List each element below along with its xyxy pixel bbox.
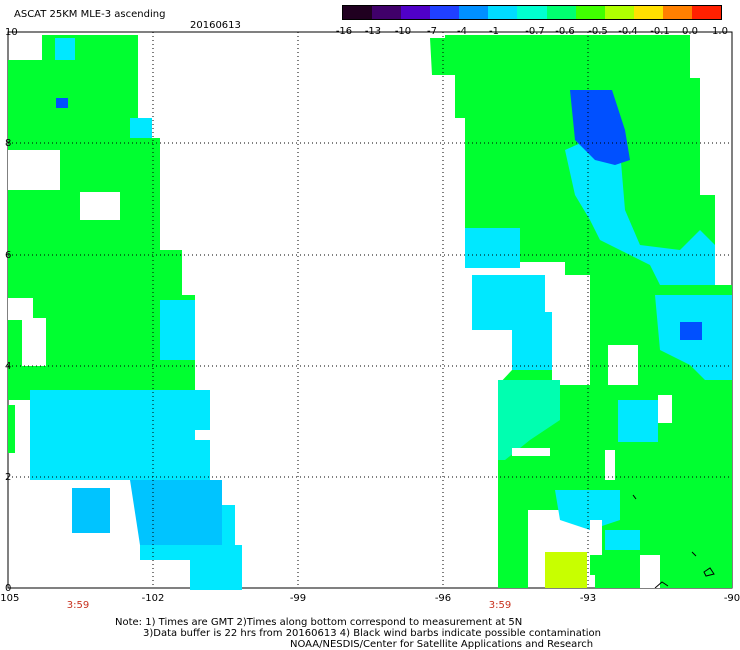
latitude-tick-label: 10 xyxy=(5,27,18,38)
colorbar xyxy=(342,5,722,20)
note-line-1: Note: 1) Times are GMT 2)Times along bot… xyxy=(115,617,523,628)
swath-cell xyxy=(72,488,110,533)
swath-cell xyxy=(545,552,587,588)
latitude-tick-label: 2 xyxy=(5,472,12,483)
swath-layer xyxy=(8,35,732,590)
longitude-tick-label: -90 xyxy=(723,593,740,604)
colorbar-swatch xyxy=(459,6,489,19)
data-gap xyxy=(605,450,615,480)
swath-region xyxy=(180,390,210,430)
latitude-tick-label: 4 xyxy=(5,361,12,372)
colorbar-swatch xyxy=(662,6,692,19)
colorbar-swatch xyxy=(488,6,518,19)
swath-region xyxy=(465,228,520,268)
pass-time-right: 3:59 xyxy=(488,600,512,611)
swath-cell xyxy=(8,405,15,453)
note-line-3: NOAA/NESDIS/Center for Satellite Applica… xyxy=(290,639,594,650)
data-gap xyxy=(22,318,46,366)
swath-region xyxy=(565,130,715,285)
colorbar-swatch xyxy=(401,6,431,19)
colorbar-swatch xyxy=(372,6,402,19)
longitude-tick-label: -93 xyxy=(579,593,597,604)
swath-cell xyxy=(618,400,658,442)
colorbar-swatch xyxy=(575,6,605,19)
data-gap xyxy=(608,345,638,385)
swath-region xyxy=(472,275,552,370)
longitude-tick-label: -99 xyxy=(289,593,307,604)
swath-region xyxy=(498,380,560,460)
coastline-segment xyxy=(654,581,669,589)
colorbar-swatch xyxy=(633,6,663,19)
swath-cell xyxy=(160,300,195,360)
coastline-segment xyxy=(632,494,637,500)
swath-cell-high xyxy=(56,98,68,108)
product-title: ASCAT 25KM MLE-3 ascending xyxy=(14,9,166,20)
data-gap xyxy=(640,555,660,588)
colorbar-swatch xyxy=(517,6,547,19)
swath-region xyxy=(130,480,222,545)
swath-cell xyxy=(55,38,75,60)
colorbar-swatch xyxy=(604,6,634,19)
grid-layer xyxy=(8,32,732,588)
swath-cell xyxy=(130,118,152,138)
swath-region xyxy=(570,90,630,165)
data-gap xyxy=(512,448,550,456)
product-date: 20160613 xyxy=(190,20,241,31)
data-gap xyxy=(590,520,602,555)
colorbar-swatch xyxy=(343,6,373,19)
data-gap xyxy=(80,192,120,220)
data-gap xyxy=(658,395,672,423)
swath-cell-high xyxy=(680,322,702,340)
longitude-tick-label: -102 xyxy=(141,593,165,604)
coastline xyxy=(632,494,715,589)
latitude-tick-label: 6 xyxy=(5,250,12,261)
coastline-segment xyxy=(691,551,697,557)
pass-time-left: 3:59 xyxy=(66,600,90,611)
swath-cell xyxy=(605,530,640,550)
colorbar-swatch xyxy=(691,6,722,19)
colorbar-swatch xyxy=(430,6,460,19)
data-gap xyxy=(8,298,33,320)
coastline-segment xyxy=(703,567,715,577)
latitude-tick-label: 8 xyxy=(5,138,12,149)
colorbar-swatch xyxy=(546,6,576,19)
data-gap xyxy=(8,150,60,190)
longitude-tick-label: -96 xyxy=(434,593,452,604)
latitude-tick-label: 0 xyxy=(5,583,12,594)
swath-region xyxy=(8,250,195,400)
longitude-tick-label: -105 xyxy=(0,593,20,604)
note-line-2: 3)Data buffer is 22 hrs from 20160613 4)… xyxy=(143,628,601,639)
swath-region xyxy=(555,490,620,530)
